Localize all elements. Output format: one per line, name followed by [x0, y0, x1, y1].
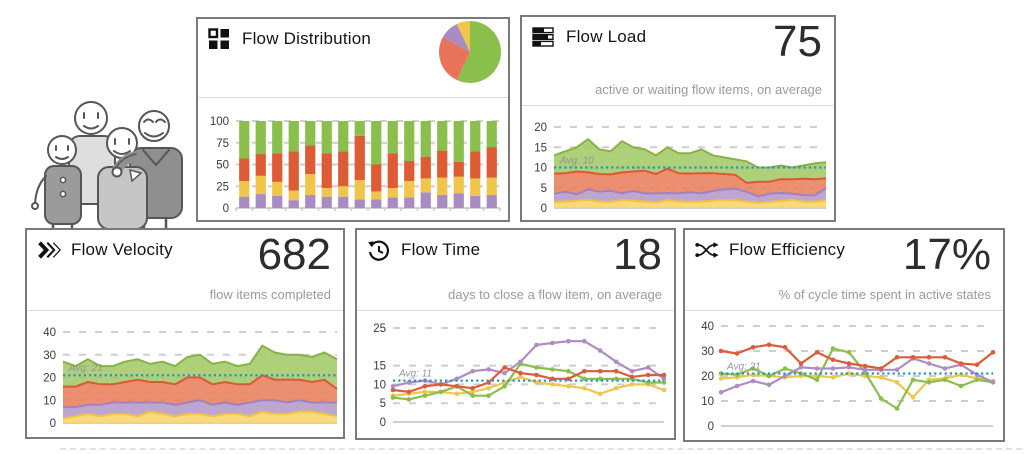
flow-efficiency-subtitle: % of cycle time spent in active states [778, 287, 991, 302]
cropped-gridline [60, 448, 1022, 450]
svg-text:25: 25 [373, 323, 386, 335]
svg-text:40: 40 [701, 321, 714, 333]
flow-velocity-header: Flow Velocity 682 flow items completed [27, 230, 343, 311]
svg-text:Avg: 21: Avg: 21 [68, 363, 103, 374]
flow-time-subtitle: days to close a flow item, on average [448, 287, 662, 302]
svg-text:0: 0 [708, 421, 714, 433]
flow-load-value: 75 [773, 17, 822, 66]
panel-title: Flow Distribution [242, 29, 372, 48]
svg-text:10: 10 [534, 163, 547, 175]
flow-velocity-value: 682 [257, 230, 331, 279]
triple-chevron-icon [37, 239, 61, 261]
history-clock-icon [367, 239, 391, 261]
flow-time-panel[interactable]: Flow Time 18 days to close a flow item, … [355, 228, 676, 440]
grid-squares-icon [208, 28, 232, 50]
svg-text:40: 40 [43, 327, 56, 339]
svg-text:10: 10 [701, 396, 714, 408]
person-front [97, 127, 148, 230]
svg-text:0: 0 [223, 203, 229, 215]
flow-efficiency-header: Flow Efficiency 17% % of cycle time spen… [685, 230, 1003, 311]
flow-velocity-subtitle: flow items completed [209, 287, 331, 302]
flow-distribution-pie-chart [438, 20, 502, 84]
flow-efficiency-panel[interactable]: Flow Efficiency 17% % of cycle time spen… [683, 228, 1005, 442]
person-left [31, 135, 82, 230]
team-illustration [31, 101, 183, 230]
svg-text:Avg: 21: Avg: 21 [726, 362, 761, 373]
stacked-bars-icon [532, 26, 556, 48]
flow-velocity-chart: 40 30 20 10 0 Avg: 21 [27, 312, 343, 437]
flow-efficiency-value: 17% [902, 230, 991, 279]
svg-text:25: 25 [216, 181, 229, 193]
flow-load-panel[interactable]: Flow Load 75 active or waiting flow item… [520, 15, 836, 222]
flow-efficiency-chart: 40 30 20 10 0 Avg: 21 [685, 312, 1003, 440]
flow-distribution-header: Flow Distribution [198, 19, 508, 98]
crossing-flows-icon [695, 239, 719, 261]
svg-text:30: 30 [43, 350, 56, 362]
panel-title: Flow Efficiency [729, 240, 846, 259]
svg-text:10: 10 [43, 395, 56, 407]
panel-title: Flow Load [566, 27, 647, 46]
svg-text:Avg: 11: Avg: 11 [398, 369, 432, 380]
svg-text:5: 5 [541, 183, 547, 195]
flow-time-header: Flow Time 18 days to close a flow item, … [357, 230, 674, 311]
svg-text:15: 15 [373, 361, 386, 373]
svg-text:20: 20 [701, 371, 714, 383]
svg-text:20: 20 [534, 122, 547, 134]
svg-text:75: 75 [216, 138, 229, 150]
flow-velocity-panel[interactable]: Flow Velocity 682 flow items completed 4… [25, 228, 345, 439]
panel-title: Flow Time [401, 240, 481, 259]
panel-title: Flow Velocity [71, 240, 173, 259]
flow-distribution-panel[interactable]: Flow Distribution 100 75 50 25 0 [196, 17, 510, 222]
svg-text:15: 15 [534, 142, 547, 154]
flow-load-subtitle: active or waiting flow items, on average [595, 82, 822, 97]
svg-text:Avg: 10: Avg: 10 [559, 156, 594, 167]
svg-text:0: 0 [380, 417, 386, 429]
flow-time-chart: 25 15 10 5 0 Avg: 11 [357, 312, 674, 438]
flow-load-header: Flow Load 75 active or waiting flow item… [522, 17, 834, 106]
svg-text:0: 0 [50, 418, 56, 430]
svg-text:10: 10 [373, 379, 386, 391]
flow-distribution-bar-chart: 100 75 50 25 0 [198, 99, 508, 220]
svg-text:30: 30 [701, 346, 714, 358]
svg-text:5: 5 [380, 398, 386, 410]
svg-text:100: 100 [210, 116, 229, 128]
flow-time-value: 18 [613, 230, 662, 279]
svg-text:50: 50 [216, 160, 229, 172]
svg-text:0: 0 [541, 203, 547, 215]
flow-load-chart: 20 15 10 5 0 Avg: 10 [522, 107, 834, 220]
svg-text:20: 20 [43, 373, 56, 385]
